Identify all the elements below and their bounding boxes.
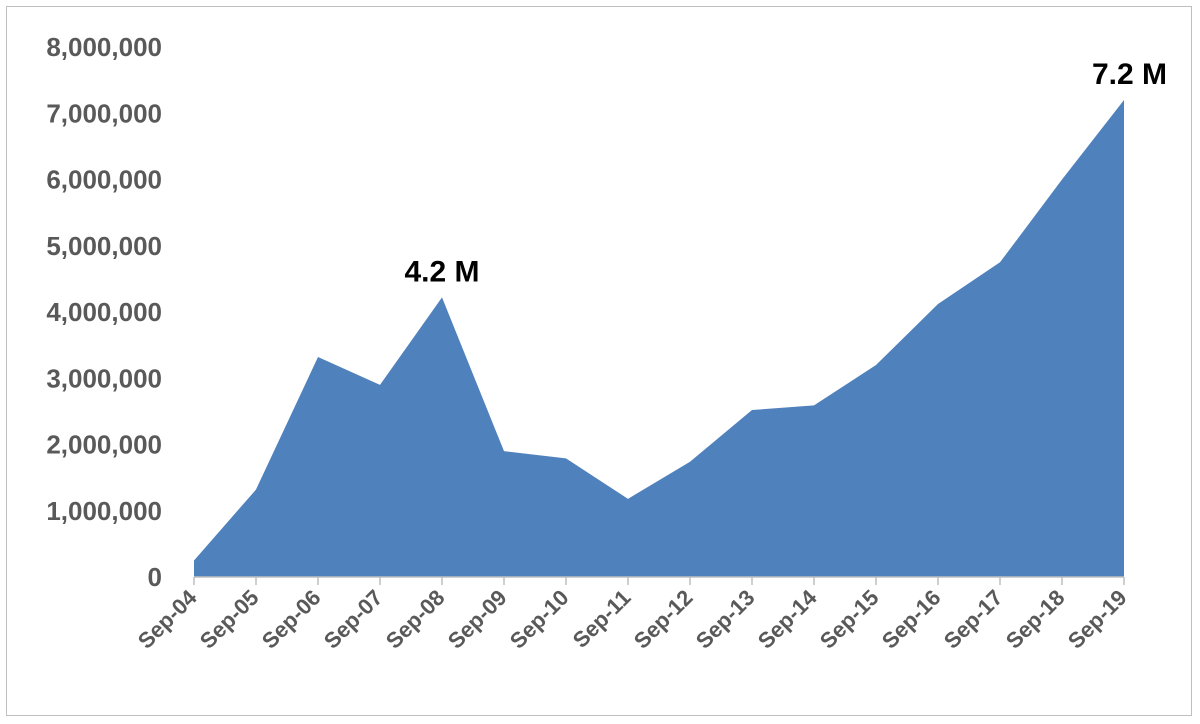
x-tick-label: Sep-16 xyxy=(877,585,946,654)
x-tick-label: Sep-06 xyxy=(257,585,326,654)
y-tick-label: 5,000,000 xyxy=(46,231,162,261)
x-axis-tick-labels: Sep-04Sep-05Sep-06Sep-07Sep-08Sep-09Sep-… xyxy=(133,584,1132,653)
x-tick-label: Sep-12 xyxy=(629,585,698,654)
y-tick-label: 1,000,000 xyxy=(46,496,162,526)
y-tick-label: 6,000,000 xyxy=(46,165,162,195)
y-tick-label: 7,000,000 xyxy=(46,98,162,128)
y-tick-label: 3,000,000 xyxy=(46,363,162,393)
y-tick-label: 2,000,000 xyxy=(46,430,162,460)
x-tick-label: Sep-18 xyxy=(1001,585,1070,654)
x-axis xyxy=(193,576,1125,585)
x-tick-label: Sep-10 xyxy=(505,585,574,654)
x-tick-label: Sep-15 xyxy=(815,585,884,654)
annotations: 4.2 M 7.2 M xyxy=(404,58,1167,288)
x-tick-label: Sep-13 xyxy=(691,585,760,654)
x-tick-label: Sep-17 xyxy=(939,585,1008,654)
area-series xyxy=(194,100,1124,577)
x-tick-label: Sep-14 xyxy=(753,584,822,653)
x-tick-label: Sep-19 xyxy=(1063,585,1132,654)
y-tick-label: 4,000,000 xyxy=(46,297,162,327)
y-tick-label: 0 xyxy=(148,562,162,592)
x-tick-label: Sep-05 xyxy=(195,585,264,654)
x-tick-label: Sep-04 xyxy=(133,584,202,653)
data-annotation: 7.2 M xyxy=(1092,58,1167,91)
data-annotation: 4.2 M xyxy=(404,255,479,288)
x-tick-label: Sep-08 xyxy=(381,585,450,654)
x-tick-label: Sep-07 xyxy=(319,585,388,654)
x-tick-label: Sep-09 xyxy=(443,585,512,654)
y-axis-tick-labels: 0 1,000,000 2,000,000 3,000,000 4,000,000 5,0… xyxy=(46,32,162,592)
x-tick-label: Sep-11 xyxy=(568,585,636,653)
y-tick-label: 8,000,000 xyxy=(46,32,162,62)
